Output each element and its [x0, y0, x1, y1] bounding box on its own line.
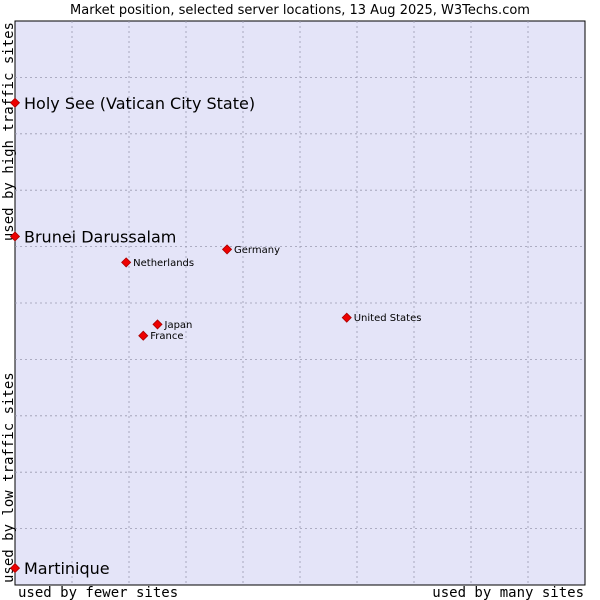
point-label: France — [150, 331, 183, 342]
chart-title: Market position, selected server locatio… — [70, 3, 530, 18]
point-label: Martinique — [24, 559, 110, 578]
point-martinique: Martinique — [9, 559, 110, 578]
point-marker — [9, 563, 21, 574]
point-marker — [341, 312, 352, 323]
point-label: Japan — [164, 320, 193, 331]
point-label: Holy See (Vatican City State) — [24, 94, 255, 113]
point-label: Germany — [234, 245, 280, 256]
x-axis-low-label: used by fewer sites — [18, 585, 178, 600]
x-axis-high-label: used by many sites — [432, 585, 584, 600]
point-united-states: United States — [341, 312, 422, 324]
y-axis-low-label: used by low traffic sites — [1, 372, 17, 583]
point-marker — [138, 330, 149, 341]
point-label: Brunei Darussalam — [24, 227, 176, 246]
y-axis-high-label: used by high traffic sites — [1, 22, 17, 241]
point-label: Netherlands — [133, 258, 194, 269]
point-marker — [9, 97, 21, 108]
point-brunei-darussalam: Brunei Darussalam — [9, 227, 176, 246]
data-points: Holy See (Vatican City State) Brunei Daru… — [9, 94, 422, 578]
point-marker — [152, 319, 163, 330]
point-france: France — [138, 330, 184, 342]
point-holy-see-vatican-city-state: Holy See (Vatican City State) — [9, 94, 255, 113]
point-label: United States — [354, 313, 422, 324]
point-germany: Germany — [221, 244, 280, 256]
grid-lines — [15, 21, 585, 585]
point-marker — [121, 257, 132, 268]
point-japan: Japan — [152, 319, 193, 331]
point-marker — [9, 231, 21, 242]
point-netherlands: Netherlands — [121, 257, 194, 269]
point-marker — [221, 244, 233, 255]
